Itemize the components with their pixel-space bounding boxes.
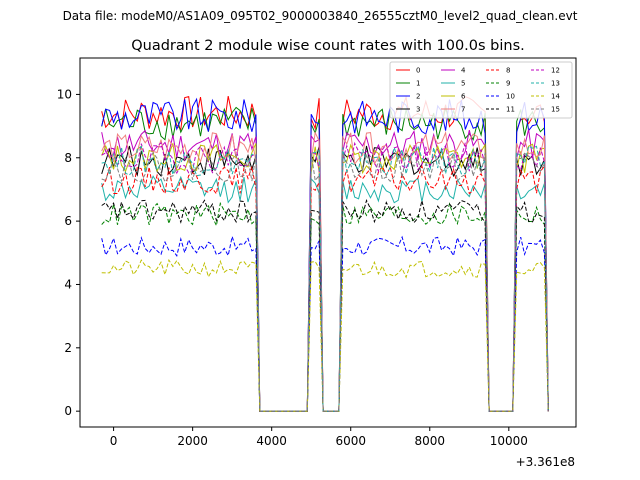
x-tick-label: 2000 <box>177 434 208 448</box>
legend-label-11: 11 <box>506 106 515 114</box>
x-tick-label: 10000 <box>490 434 528 448</box>
plot-frame <box>79 57 577 428</box>
legend-label-15: 15 <box>551 106 560 114</box>
legend-label-9: 9 <box>506 80 510 88</box>
y-tick-label: 4 <box>64 277 72 291</box>
series-line-13 <box>101 144 549 412</box>
legend-label-3: 3 <box>416 106 420 114</box>
y-axis: 0 2 4 6 8 10 <box>57 87 80 418</box>
y-tick-label: 10 <box>57 87 72 101</box>
x-axis: 0 2000 4000 6000 8000 10000 <box>110 427 528 448</box>
legend-label-2: 2 <box>416 93 420 101</box>
legend-label-0: 0 <box>416 67 420 75</box>
y-tick-label: 6 <box>64 214 72 228</box>
legend-label-5: 5 <box>461 80 465 88</box>
x-tick-label: 6000 <box>335 434 366 448</box>
x-axis-offset-label: +3.361e8 <box>516 455 575 469</box>
legend-label-4: 4 <box>461 67 466 75</box>
legend-label-8: 8 <box>506 67 510 75</box>
series-line-11 <box>101 198 549 412</box>
series-line-15 <box>101 151 549 412</box>
legend-box <box>389 61 573 119</box>
legend-label-13: 13 <box>551 80 560 88</box>
legend-label-6: 6 <box>461 93 466 101</box>
y-tick-label: 8 <box>64 151 72 165</box>
legend-label-10: 10 <box>506 93 515 101</box>
y-tick-label: 2 <box>64 341 72 355</box>
series-line-12 <box>101 141 549 412</box>
legend-label-7: 7 <box>461 106 465 114</box>
x-tick-label: 8000 <box>414 434 445 448</box>
legend-label-12: 12 <box>551 67 560 75</box>
x-tick-label: 4000 <box>256 434 287 448</box>
series-layer <box>101 95 549 412</box>
y-tick-label: 0 <box>64 404 72 418</box>
x-tick-label: 0 <box>110 434 118 448</box>
figure-suptitle: Data file: modeM0/AS1A09_095T02_90000038… <box>63 9 578 23</box>
chart-title: Quadrant 2 module wise count rates with … <box>131 38 525 54</box>
legend-label-1: 1 <box>416 80 420 88</box>
legend-label-14: 14 <box>551 93 560 101</box>
